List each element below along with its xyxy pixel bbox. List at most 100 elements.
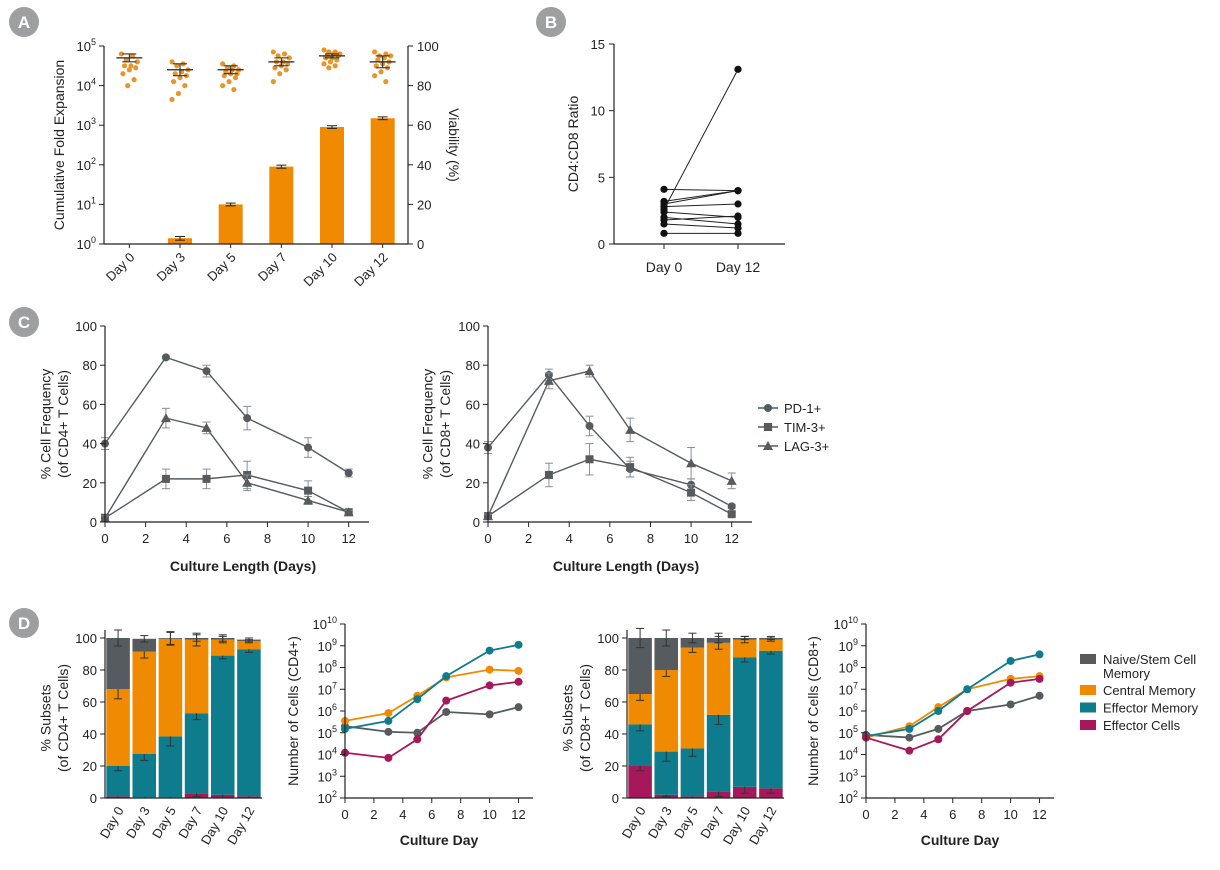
data-point xyxy=(585,421,594,430)
y-tick-label: 40 xyxy=(605,727,619,742)
data-point xyxy=(905,746,914,755)
y-tick-label: 40 xyxy=(83,437,97,452)
x-tick-label: 8 xyxy=(457,807,464,822)
y-tick-label: 103 xyxy=(318,767,337,784)
error-bar xyxy=(714,632,723,644)
y-tick-label: 102 xyxy=(318,789,337,806)
panel-letter-b: B xyxy=(545,13,557,32)
error-bar xyxy=(175,235,185,241)
series-line xyxy=(487,458,733,517)
bar-fold-expansion xyxy=(168,238,192,244)
x-tick-label: 4 xyxy=(399,807,406,822)
ratio-point-day12 xyxy=(734,65,742,73)
x-tick-label: 10 xyxy=(482,807,496,822)
viability-point xyxy=(281,51,288,57)
data-point xyxy=(413,728,422,737)
data-point xyxy=(727,502,736,511)
y-tick-label: 100 xyxy=(458,319,480,334)
bar-segment-effector-memory xyxy=(210,655,235,795)
bar-segment-effector-memory xyxy=(237,649,261,797)
ratio-point-day12 xyxy=(734,200,742,208)
series-line xyxy=(865,677,1040,752)
y-tick-label: 105 xyxy=(839,724,858,741)
y-tick-label: 80 xyxy=(605,663,619,678)
bar-segment-naive-stem-cell-memory xyxy=(106,638,130,690)
ratio-point-day0 xyxy=(660,205,668,213)
viability-point xyxy=(126,67,132,73)
data-point xyxy=(304,486,313,495)
x-tick-label: Day 5 xyxy=(149,804,179,841)
series-pd-1- xyxy=(101,353,353,478)
y2-tick-label: 20 xyxy=(417,197,431,212)
viability-point xyxy=(270,79,276,85)
x-tick-label: 8 xyxy=(647,531,654,546)
data-point xyxy=(485,681,494,690)
viability-point xyxy=(334,57,340,63)
y-tick-label: 60 xyxy=(605,695,619,710)
x-tick-label: 12 xyxy=(341,531,355,546)
chart-d-cd8-cell-numbers: 102 103 104 105 106 107 108 109 1010 0 2 4 6 8 10 12 Cul… xyxy=(805,615,1054,848)
bar-segment-effector-memory xyxy=(184,713,209,794)
viability-point xyxy=(175,90,181,97)
data-point xyxy=(384,727,393,736)
legend-swatch xyxy=(1080,720,1096,730)
x-tick-label: 10 xyxy=(1003,807,1017,822)
y-tick-label: 40 xyxy=(466,437,480,452)
data-point xyxy=(963,707,972,715)
y-tick-label: 0 xyxy=(598,237,605,252)
y-axis-label: Number of Cells (CD8+) xyxy=(805,636,821,786)
data-point xyxy=(242,477,253,487)
data-point xyxy=(544,470,553,479)
viability-point xyxy=(182,83,188,89)
error-bar xyxy=(276,164,287,169)
viability-error xyxy=(375,55,390,69)
data-point xyxy=(625,424,636,434)
data-point xyxy=(243,414,252,423)
error-bar xyxy=(225,202,236,207)
chart-c-cd4-exhaustion: 0 20 40 60 80 100 0 2 4 6 8 10 12 Culture Length (Day… xyxy=(37,319,369,574)
error-bar xyxy=(114,629,123,647)
error-bar xyxy=(192,634,201,642)
bar-fold-expansion xyxy=(218,204,243,244)
viability-point xyxy=(118,51,124,57)
data-point xyxy=(727,510,736,519)
y-tick-label: 109 xyxy=(318,637,337,654)
bar-segment-effector-cells xyxy=(628,766,652,798)
bar-segment-central-memory xyxy=(680,647,705,749)
y-tick-label: 103 xyxy=(77,116,96,133)
ratio-point-day12 xyxy=(734,213,742,221)
bar-segment-central-memory xyxy=(132,651,157,754)
bar-segment-central-memory xyxy=(759,639,783,651)
series-lag-3- xyxy=(100,407,354,523)
data-point xyxy=(905,724,914,733)
viability-point xyxy=(221,73,227,79)
data-point xyxy=(201,422,212,432)
ratio-point-day12 xyxy=(734,220,742,228)
data-point xyxy=(687,488,696,497)
series-line xyxy=(865,653,1040,738)
bar-segment-central-memory xyxy=(732,639,757,658)
y-tick-label: 101 xyxy=(77,195,96,212)
data-point xyxy=(934,707,943,715)
viability-point xyxy=(226,79,232,85)
x-tick-label: Day 0 xyxy=(97,804,127,841)
viability-point xyxy=(231,86,237,93)
data-point xyxy=(934,724,943,733)
viability-point xyxy=(321,61,327,67)
ratio-pair-line xyxy=(663,211,739,218)
panel-badges: A B C D xyxy=(9,7,566,638)
ratio-point-day0 xyxy=(660,229,668,237)
viability-point xyxy=(134,59,140,65)
x-tick-label: Day 0 xyxy=(103,250,138,285)
viability-point xyxy=(383,79,389,85)
data-point xyxy=(726,475,737,485)
error-bar xyxy=(218,634,227,642)
series-line xyxy=(104,356,350,474)
x-tick-label: 8 xyxy=(978,807,985,822)
error-bar xyxy=(327,125,337,129)
legend-label: Effector Cells xyxy=(1103,718,1181,733)
ratio-point-day0 xyxy=(660,185,668,193)
bar-segment-effector-memory xyxy=(654,751,679,795)
y-tick-label: 1010 xyxy=(834,615,858,632)
bar-segment-central-memory xyxy=(628,694,652,725)
